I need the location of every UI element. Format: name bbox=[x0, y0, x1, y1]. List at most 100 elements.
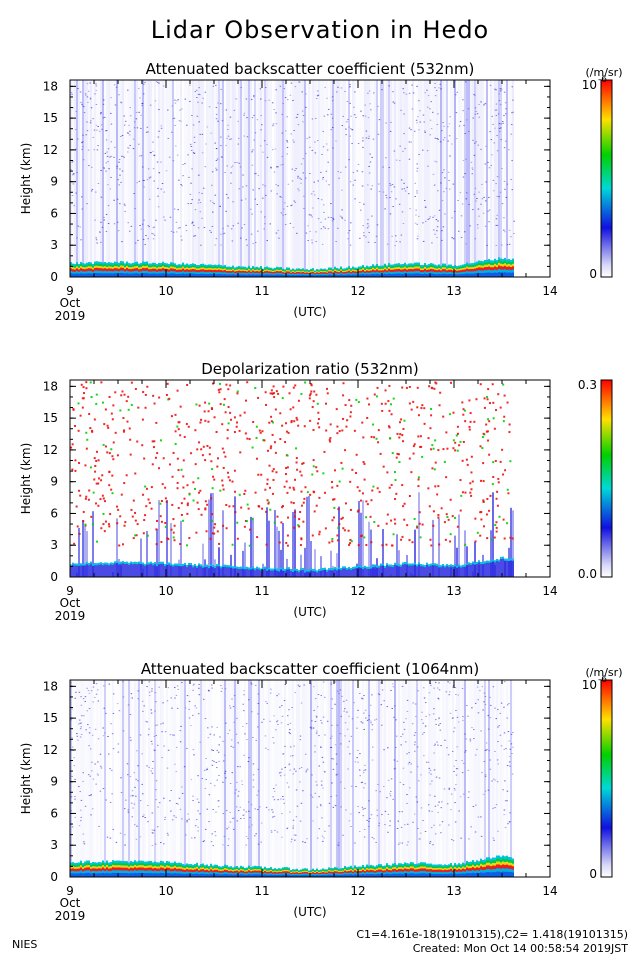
boundary-layer-base bbox=[234, 274, 236, 277]
signal-speckle bbox=[119, 168, 121, 170]
signal-speckle bbox=[275, 123, 278, 125]
signal-speckle bbox=[242, 814, 244, 816]
signal-column bbox=[426, 680, 428, 877]
signal-speckle bbox=[364, 783, 366, 785]
y-tick-label: 6 bbox=[50, 206, 58, 220]
signal-speckle bbox=[176, 425, 179, 428]
signal-column bbox=[114, 80, 116, 277]
signal-speckle bbox=[86, 121, 88, 123]
signal-speckle bbox=[510, 133, 513, 135]
boundary-layer-base bbox=[450, 273, 452, 277]
signal-speckle bbox=[353, 429, 356, 432]
boundary-layer-top bbox=[136, 562, 138, 565]
boundary-layer bbox=[160, 561, 162, 577]
boundary-layer-top bbox=[464, 564, 466, 567]
boundary-layer-band bbox=[298, 269, 300, 272]
signal-speckle bbox=[118, 94, 120, 96]
signal-speckle bbox=[82, 159, 85, 161]
signal-speckle bbox=[142, 390, 145, 393]
signal-speckle bbox=[217, 102, 219, 104]
signal-speckle bbox=[431, 810, 433, 812]
signal-speckle bbox=[424, 220, 427, 222]
signal-speckle bbox=[236, 421, 239, 424]
boundary-layer-band bbox=[276, 271, 278, 273]
boundary-layer-top bbox=[310, 568, 312, 571]
signal-speckle bbox=[482, 500, 485, 503]
signal-speckle bbox=[75, 192, 77, 194]
signal-speckle bbox=[294, 478, 297, 481]
signal-speckle bbox=[485, 423, 488, 426]
boundary-layer bbox=[482, 562, 484, 577]
signal-speckle bbox=[313, 390, 316, 393]
boundary-layer-top bbox=[410, 563, 412, 566]
signal-speckle bbox=[491, 483, 494, 486]
signal-speckle bbox=[376, 815, 379, 817]
signal-column bbox=[410, 680, 412, 877]
boundary-layer-top bbox=[340, 567, 342, 570]
signal-speckle bbox=[442, 448, 445, 451]
signal-speckle bbox=[449, 155, 451, 157]
signal-speckle bbox=[458, 125, 461, 127]
signal-speckle bbox=[502, 518, 505, 521]
boundary-layer-band bbox=[128, 267, 130, 270]
signal-speckle bbox=[98, 130, 101, 132]
signal-speckle bbox=[490, 139, 493, 141]
signal-speckle bbox=[342, 115, 344, 117]
signal-speckle bbox=[308, 136, 311, 138]
boundary-layer-band bbox=[84, 267, 86, 270]
signal-column bbox=[338, 506, 340, 577]
boundary-layer bbox=[106, 562, 108, 577]
boundary-layer-band bbox=[80, 261, 82, 265]
boundary-layer-band bbox=[376, 264, 378, 267]
signal-speckle bbox=[317, 218, 320, 220]
boundary-layer-band bbox=[362, 266, 364, 269]
signal-speckle bbox=[432, 447, 435, 450]
signal-speckle bbox=[266, 240, 269, 242]
signal-speckle bbox=[510, 236, 512, 238]
boundary-layer-base bbox=[486, 272, 488, 277]
boundary-layer-base bbox=[96, 273, 98, 277]
signal-speckle bbox=[71, 161, 73, 163]
boundary-layer-band bbox=[298, 268, 300, 270]
signal-column bbox=[500, 680, 502, 877]
signal-speckle bbox=[416, 85, 418, 87]
boundary-layer-band bbox=[348, 270, 350, 273]
signal-speckle bbox=[239, 414, 242, 417]
boundary-layer-band bbox=[376, 269, 378, 272]
boundary-layer-band bbox=[292, 268, 294, 271]
boundary-layer-band bbox=[448, 266, 450, 269]
signal-speckle bbox=[461, 688, 464, 690]
boundary-layer-band bbox=[352, 266, 354, 269]
boundary-layer-band bbox=[458, 270, 460, 273]
boundary-layer-base bbox=[274, 274, 276, 277]
boundary-layer-top bbox=[266, 568, 268, 571]
signal-speckle bbox=[371, 694, 373, 696]
boundary-layer-band bbox=[182, 266, 184, 270]
signal-column bbox=[366, 80, 368, 277]
signal-speckle bbox=[337, 508, 340, 511]
boundary-layer bbox=[298, 570, 300, 577]
signal-speckle bbox=[312, 207, 314, 209]
signal-column bbox=[498, 80, 500, 277]
boundary-layer-top bbox=[240, 566, 242, 569]
signal-speckle bbox=[316, 140, 319, 142]
boundary-layer-base bbox=[244, 274, 246, 277]
signal-speckle bbox=[387, 747, 389, 749]
boundary-layer-base bbox=[100, 273, 102, 277]
signal-speckle bbox=[489, 494, 492, 497]
signal-speckle bbox=[217, 388, 220, 391]
boundary-layer-band bbox=[204, 268, 206, 271]
signal-speckle bbox=[402, 223, 405, 225]
signal-speckle bbox=[390, 790, 392, 792]
signal-speckle bbox=[375, 395, 378, 398]
signal-speckle bbox=[204, 166, 207, 168]
boundary-layer-band bbox=[246, 268, 248, 271]
signal-speckle bbox=[351, 468, 354, 471]
boundary-layer-base bbox=[338, 274, 340, 277]
signal-speckle bbox=[501, 168, 503, 170]
boundary-layer-band bbox=[340, 269, 342, 272]
signal-speckle bbox=[175, 221, 178, 223]
signal-column bbox=[470, 80, 472, 277]
signal-speckle bbox=[256, 536, 259, 539]
signal-speckle bbox=[423, 121, 426, 123]
